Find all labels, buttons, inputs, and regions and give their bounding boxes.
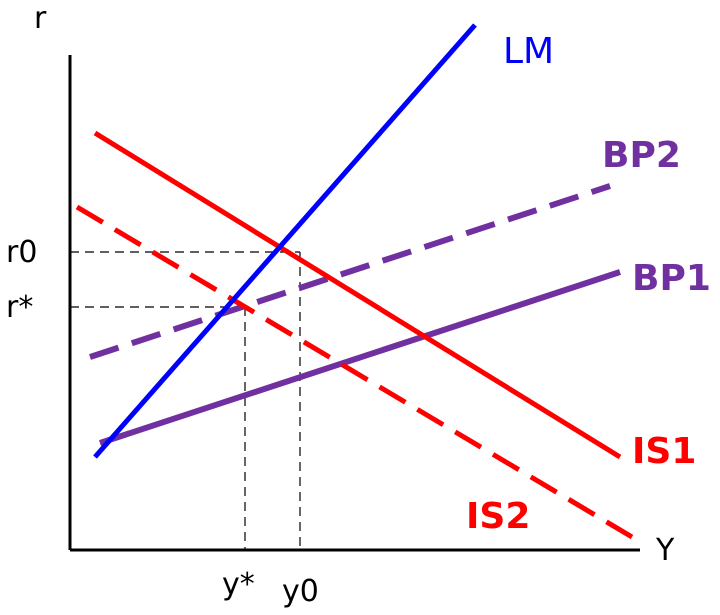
bp1-curve <box>99 269 621 446</box>
is1-label: IS1 <box>632 431 696 472</box>
tick-r0: r0 <box>6 235 37 270</box>
is2-curve <box>75 204 634 540</box>
tick-rstar: r* <box>6 290 33 325</box>
bp2-label: BP2 <box>602 135 681 176</box>
x-axis-label: Y <box>655 533 675 568</box>
tick-ystar: y* <box>222 567 255 602</box>
is2-label: IS2 <box>466 496 530 537</box>
bp1-label: BP1 <box>632 258 711 299</box>
is1-curve <box>93 130 622 460</box>
tick-y0: y0 <box>282 574 319 609</box>
lm-curve <box>93 23 477 459</box>
y-axis-label: r <box>34 1 47 36</box>
lm-label: LM <box>503 31 554 72</box>
bp2-curve <box>89 183 611 360</box>
